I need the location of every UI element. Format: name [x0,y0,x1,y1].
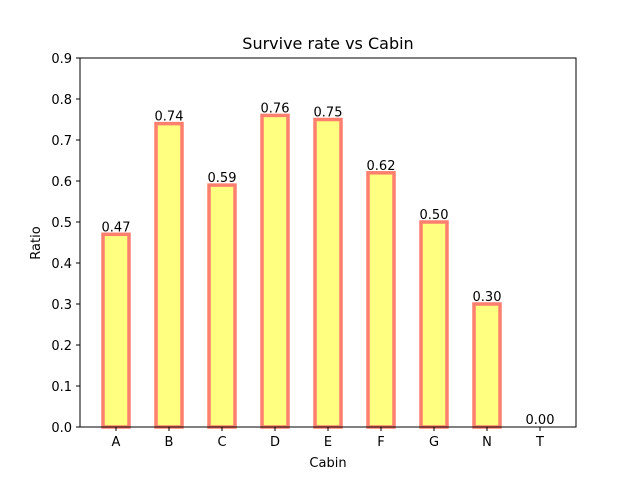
x-tick-label-T: T [535,435,544,450]
data-label-A: 0.47 [102,220,131,235]
plot-frame [79,57,577,428]
x-tick-label-G: G [429,435,439,450]
x-tick-label-A: A [112,435,121,450]
y-tick-label-0.4: 0.4 [51,257,72,272]
data-label-C: 0.59 [208,171,237,186]
x-tick-label-F: F [377,435,384,450]
y-tick-label-0.8: 0.8 [51,93,72,108]
bar-C [207,183,237,429]
x-tick-label-E: E [324,435,332,450]
data-label-T: 0.00 [526,413,555,428]
x-axis-label: Cabin [309,456,346,471]
y-tick-label-0.1: 0.1 [51,380,72,395]
y-tick-label-0.5: 0.5 [51,216,72,231]
y-tick-label-0.2: 0.2 [51,339,72,354]
bars-group: 0.47 0.74 0.59 0.76 0.75 0.62 0.50 0.30 0.00 [101,101,555,429]
x-tick-label-D: D [270,435,280,450]
bar-N [472,302,502,429]
y-tick-label-0.3: 0.3 [51,298,72,313]
data-label-D: 0.76 [261,101,290,116]
y-tick-label-0.0: 0.0 [51,421,72,436]
data-label-N: 0.30 [473,290,502,305]
x-tick-label-B: B [165,435,174,450]
bar-D [260,113,290,429]
bar-B [154,121,184,429]
bar-F [366,171,396,429]
x-tick-label-N: N [482,435,492,450]
data-label-G: 0.50 [420,208,449,223]
y-tick-label-0.9: 0.9 [51,52,72,67]
y-axis-label: Ratio [29,226,44,259]
y-ticks-group: 0.0 0.1 0.2 0.3 0.4 0.5 0.6 0.7 0.8 0.9 [51,52,80,436]
x-tick-label-C: C [217,435,226,450]
bar-G [419,220,449,429]
bar-A [101,232,131,429]
data-label-B: 0.74 [155,110,184,125]
bar-E [313,117,343,429]
chart-title: Survive rate vs Cabin [242,34,413,53]
data-label-F: 0.62 [367,159,396,174]
y-tick-label-0.7: 0.7 [51,134,72,149]
y-tick-label-0.6: 0.6 [51,175,72,190]
data-label-E: 0.75 [314,106,343,121]
